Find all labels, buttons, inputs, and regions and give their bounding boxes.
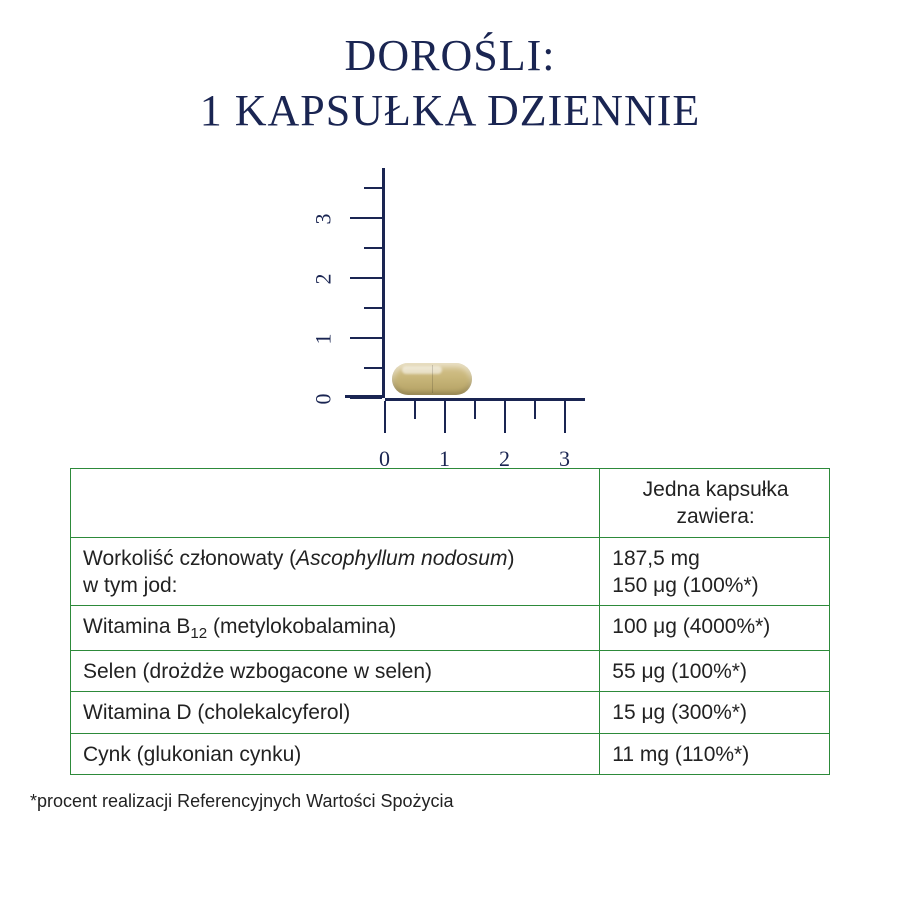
ingredient-cell: Workoliść członowaty (Ascophyllum nodosu… (71, 537, 600, 606)
ruler-v-label: 0 (311, 394, 337, 405)
table-header-row: Jedna kapsułka zawiera: (71, 469, 830, 538)
amount-cell: 15 μg (300%*) (600, 692, 830, 733)
nutrition-table: Jedna kapsułka zawiera: Workoliść człono… (70, 468, 830, 775)
table-row: Workoliść członowaty (Ascophyllum nodosu… (71, 537, 830, 606)
header-amount-line1: Jedna kapsułka (643, 478, 789, 501)
table-row: Cynk (glukonian cynku) 11 mg (110%*) (71, 733, 830, 774)
table-row: Witamina D (cholekalcyferol) 15 μg (300%… (71, 692, 830, 733)
ruler-horizontal (385, 398, 585, 438)
ruler-h-label: 2 (499, 446, 510, 472)
footnote: *procent realizacji Referencyjnych Warto… (30, 791, 900, 812)
amount-cell: 100 μg (4000%*) (600, 606, 830, 651)
capsule-illustration (392, 363, 472, 395)
ruler-h-label: 0 (379, 446, 390, 472)
heading-line2: 1 KAPSUŁKA DZIENNIE (0, 83, 900, 138)
table-row: Selen (drożdże wzbogacone w selen) 55 μg… (71, 651, 830, 692)
header-amount-line2: zawiera: (677, 505, 755, 528)
heading-line1: DOROŚLI: (0, 28, 900, 83)
header-amount-cell: Jedna kapsułka zawiera: (600, 469, 830, 538)
ingredient-cell: Witamina D (cholekalcyferol) (71, 692, 600, 733)
header-empty-cell (71, 469, 600, 538)
size-ruler: 01230123 (310, 168, 590, 448)
amount-cell: 11 mg (110%*) (600, 733, 830, 774)
ruler-v-label: 1 (311, 334, 337, 345)
ingredient-cell: Witamina B12 (metylokobalamina) (71, 606, 600, 651)
ingredient-cell: Selen (drożdże wzbogacone w selen) (71, 651, 600, 692)
ruler-h-label: 1 (439, 446, 450, 472)
ruler-v-label: 3 (311, 214, 337, 225)
amount-cell: 187,5 mg 150 μg (100%*) (600, 537, 830, 606)
ingredient-cell: Cynk (glukonian cynku) (71, 733, 600, 774)
ruler-h-label: 3 (559, 446, 570, 472)
ruler-v-label: 2 (311, 274, 337, 285)
ruler-vertical (345, 168, 385, 398)
dosage-heading: DOROŚLI: 1 KAPSUŁKA DZIENNIE (0, 0, 900, 138)
amount-cell: 55 μg (100%*) (600, 651, 830, 692)
table-row: Witamina B12 (metylokobalamina) 100 μg (… (71, 606, 830, 651)
